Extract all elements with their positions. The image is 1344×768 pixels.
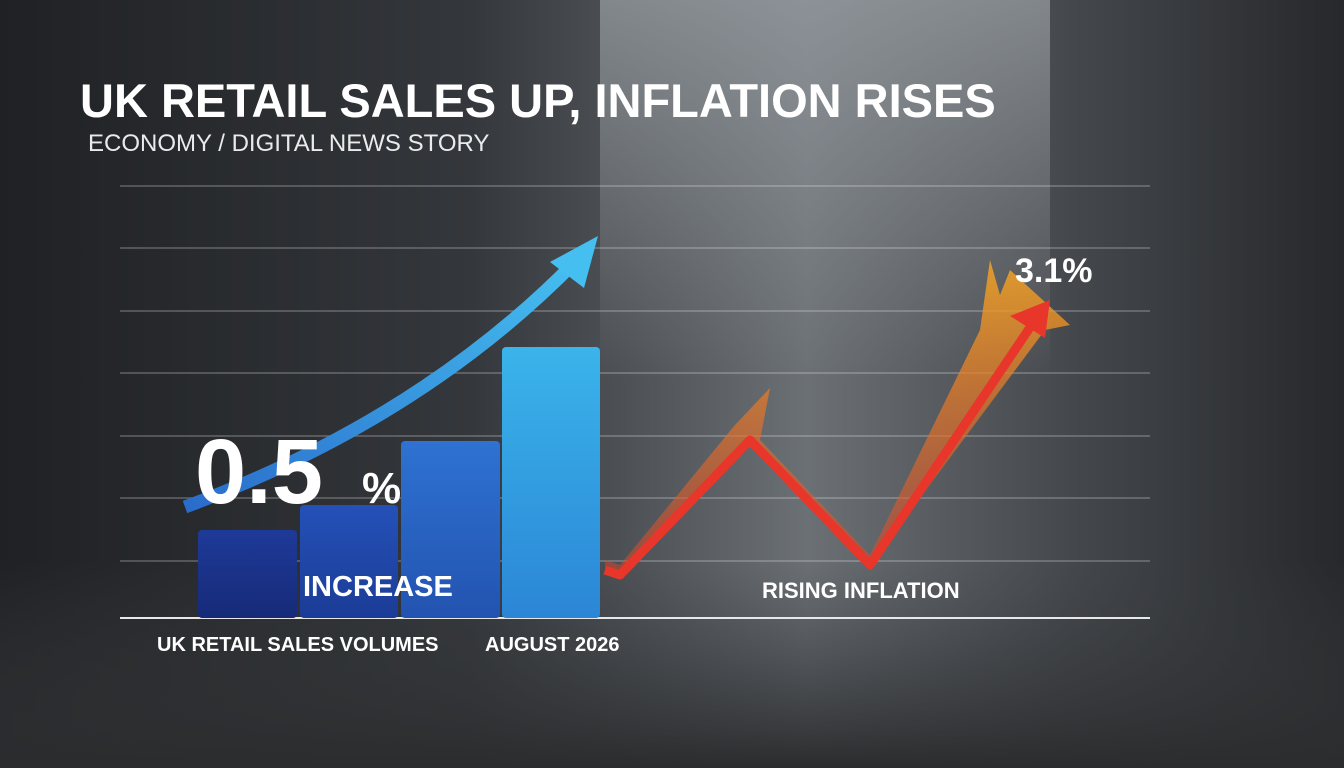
inflation-flame bbox=[605, 260, 1070, 575]
date: AUGUST 2026 bbox=[485, 634, 620, 656]
title: UK RETAIL SALES UP, INFLATION RISES bbox=[80, 74, 996, 127]
subtitle: ECONOMY / DIGITAL NEWS STORY bbox=[88, 130, 489, 157]
retail-figure-unit: % bbox=[362, 464, 401, 513]
inflation-figure: 3.1% bbox=[1015, 252, 1093, 290]
inflation-label: RISING INFLATION bbox=[762, 578, 960, 603]
retail-caption: UK RETAIL SALES VOLUMES bbox=[157, 634, 439, 656]
arrow-head bbox=[550, 236, 598, 288]
sky bbox=[600, 0, 1050, 380]
retail-figure: 0.5 bbox=[195, 421, 323, 523]
growth-arrow bbox=[182, 257, 580, 514]
retail-label: INCREASE bbox=[303, 571, 453, 603]
inflation-line bbox=[603, 317, 1039, 580]
bars bbox=[198, 347, 600, 618]
inflation-arrow-head bbox=[1010, 300, 1050, 338]
